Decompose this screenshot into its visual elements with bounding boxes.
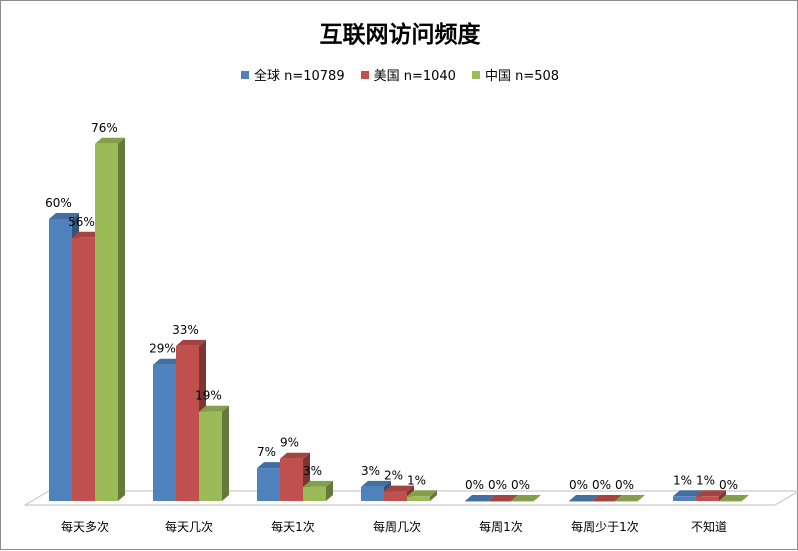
bar-top bbox=[465, 495, 495, 501]
bar bbox=[696, 496, 719, 501]
x-tick-label: 不知道 bbox=[691, 520, 727, 534]
data-label: 0% bbox=[592, 478, 611, 492]
bar-top bbox=[72, 231, 102, 238]
data-label: 0% bbox=[488, 478, 507, 492]
legend-label-china: 中国 n=508 bbox=[484, 69, 560, 84]
bar-top bbox=[696, 490, 726, 497]
legend-item-usa: 美国 n=1040 bbox=[360, 65, 456, 84]
bar-top bbox=[49, 213, 79, 219]
bar bbox=[673, 496, 696, 501]
bar bbox=[303, 486, 326, 501]
bar-top bbox=[153, 358, 183, 365]
x-tick-label: 每天1次 bbox=[271, 519, 315, 534]
data-label: 1% bbox=[696, 473, 715, 487]
x-tick-label: 每周几次 bbox=[373, 519, 421, 534]
bar bbox=[257, 468, 280, 501]
bar bbox=[569, 501, 592, 502]
legend-swatch-global bbox=[240, 70, 249, 79]
bar-top bbox=[592, 495, 622, 501]
data-label: 19% bbox=[195, 389, 222, 403]
bar bbox=[361, 486, 384, 501]
bar-top bbox=[361, 480, 391, 487]
bar-side bbox=[118, 137, 125, 502]
bar bbox=[511, 501, 534, 502]
data-label: 56% bbox=[68, 215, 95, 229]
x-tick-label: 每天几次 bbox=[165, 519, 213, 534]
data-label: 33% bbox=[172, 323, 199, 337]
bar-side bbox=[222, 405, 229, 501]
bar bbox=[384, 491, 407, 501]
bar bbox=[719, 501, 742, 502]
legend-swatch-usa bbox=[360, 70, 369, 79]
legend-item-china: 中国 n=508 bbox=[471, 65, 560, 84]
x-tick-label: 每周少于1次 bbox=[571, 519, 639, 534]
bar-top bbox=[673, 490, 703, 497]
data-label: 76% bbox=[91, 121, 118, 135]
bar-top bbox=[615, 495, 645, 501]
bar-top bbox=[407, 490, 437, 497]
bar-top bbox=[384, 485, 414, 492]
bar bbox=[592, 501, 615, 502]
bar bbox=[280, 458, 303, 501]
legend: 全球 n=10789 美国 n=1040 中国 n=508 bbox=[1, 65, 798, 84]
bar-top bbox=[719, 495, 749, 501]
bar-top bbox=[280, 452, 310, 459]
bar bbox=[176, 345, 199, 501]
bar bbox=[153, 364, 176, 501]
bar-top bbox=[95, 137, 125, 144]
data-label: 0% bbox=[465, 478, 484, 492]
bar-top bbox=[303, 480, 333, 487]
bar-top bbox=[488, 495, 518, 501]
legend-label-usa: 美国 n=1040 bbox=[373, 69, 456, 84]
data-label: 7% bbox=[257, 445, 276, 459]
legend-item-global: 全球 n=10789 bbox=[240, 65, 345, 84]
x-tick-label: 每周1次 bbox=[479, 519, 523, 534]
bar bbox=[488, 501, 511, 502]
bar bbox=[465, 501, 488, 502]
bar-side bbox=[430, 490, 437, 501]
data-label: 2% bbox=[384, 469, 403, 483]
chart-title: 互联网访问频度 bbox=[319, 22, 481, 48]
data-label: 1% bbox=[407, 473, 426, 487]
bar bbox=[72, 237, 95, 502]
bar bbox=[49, 219, 72, 501]
bar-top bbox=[257, 462, 287, 469]
bar bbox=[199, 411, 222, 501]
legend-swatch-china bbox=[471, 70, 480, 79]
data-label: 3% bbox=[361, 464, 380, 478]
data-label: 3% bbox=[303, 464, 322, 478]
data-label: 0% bbox=[511, 478, 530, 492]
data-label: 60% bbox=[45, 196, 72, 210]
bar-top bbox=[199, 405, 229, 412]
bar-top bbox=[569, 495, 599, 501]
bar bbox=[615, 501, 638, 502]
bar bbox=[407, 496, 430, 501]
bar bbox=[95, 143, 118, 502]
bar-top bbox=[511, 495, 541, 501]
data-label: 9% bbox=[280, 436, 299, 450]
legend-label-global: 全球 n=10789 bbox=[253, 69, 345, 84]
data-label: 0% bbox=[569, 478, 588, 492]
data-label: 1% bbox=[673, 473, 692, 487]
data-label: 29% bbox=[149, 342, 176, 356]
data-label: 0% bbox=[615, 478, 634, 492]
x-tick-label: 每天多次 bbox=[61, 519, 109, 534]
bar-top bbox=[176, 339, 206, 346]
bar-side bbox=[719, 490, 726, 501]
data-label: 0% bbox=[719, 478, 738, 492]
bar-side bbox=[326, 480, 333, 501]
